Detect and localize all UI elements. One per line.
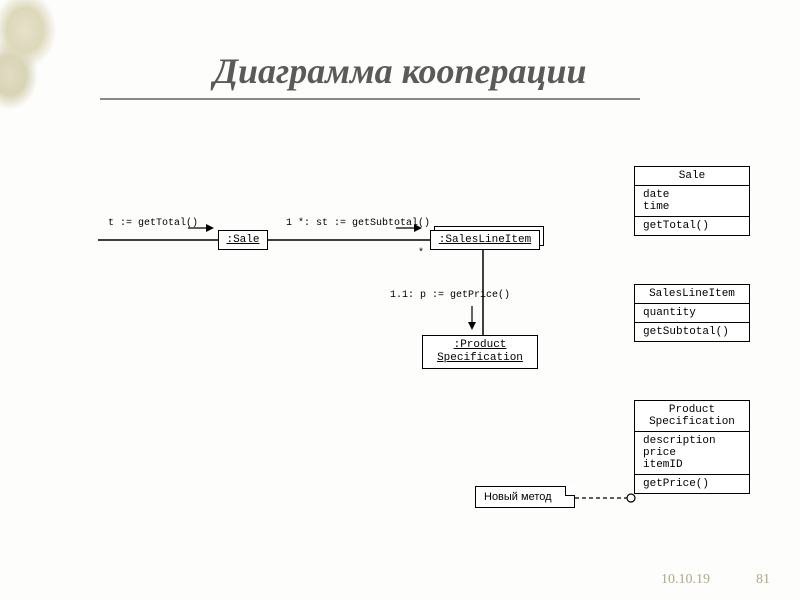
note-label: Новый метод <box>484 491 552 503</box>
class-ps-attr: description <box>643 435 741 447</box>
class-sale-attr: date <box>643 189 741 201</box>
msg-getprice: 1.1: p := getPrice() <box>390 290 510 301</box>
msg-gettotal: t := getTotal() <box>108 218 198 229</box>
footer-date: 10.10.19 <box>661 572 710 588</box>
class-sli-op: getSubtotal() <box>643 326 741 338</box>
class-sli-name: SalesLineItem <box>635 285 749 304</box>
collaboration-diagram: :Sale :SalesLineItem :Product Specificat… <box>0 0 800 600</box>
class-ps-name: Product Specification <box>635 401 749 432</box>
object-sale: :Sale <box>218 230 268 250</box>
note-new-method: Новый метод <box>475 486 575 508</box>
object-sale-label: :Sale <box>226 234 259 246</box>
class-productspec: Product Specification description price … <box>634 400 750 494</box>
class-ps-attr: itemID <box>643 459 741 471</box>
object-productspec: :Product Specification <box>422 335 538 369</box>
class-sli-attr: quantity <box>643 307 741 319</box>
msg-star: * <box>418 248 424 259</box>
msg-getsubtotal: 1 *: st := getSubtotal() <box>286 218 430 229</box>
object-saleslineitem-label: :SalesLineItem <box>439 234 531 246</box>
note-fold-icon <box>565 486 575 496</box>
class-sale: Sale date time getTotal() <box>634 166 750 236</box>
class-saleslineitem: SalesLineItem quantity getSubtotal() <box>634 284 750 342</box>
class-ps-attr: price <box>643 447 741 459</box>
class-sale-attr: time <box>643 201 741 213</box>
class-sale-name: Sale <box>635 167 749 186</box>
object-productspec-label: :Product Specification <box>437 339 523 364</box>
class-sale-op: getTotal() <box>643 220 741 232</box>
class-ps-op: getPrice() <box>643 478 741 490</box>
object-saleslineitem: :SalesLineItem <box>430 230 540 250</box>
footer-page: 81 <box>756 572 770 588</box>
